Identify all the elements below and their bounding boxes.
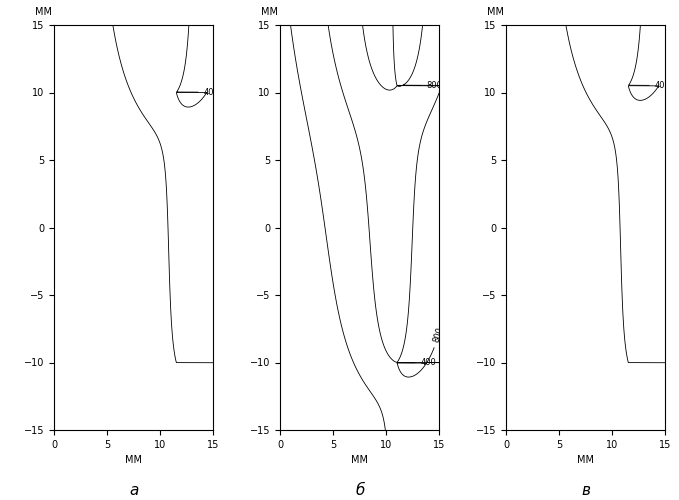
Text: 400: 400: [421, 358, 437, 368]
Text: в: в: [581, 482, 590, 498]
X-axis label: ММ: ММ: [577, 456, 594, 466]
Text: 800: 800: [432, 326, 445, 344]
Text: ММ: ММ: [488, 7, 504, 17]
Text: 800: 800: [426, 81, 443, 90]
X-axis label: ММ: ММ: [351, 456, 369, 466]
Text: 400: 400: [204, 88, 219, 96]
Text: ММ: ММ: [261, 7, 278, 17]
Text: 400: 400: [655, 81, 671, 90]
Text: а: а: [129, 482, 139, 498]
Text: б: б: [355, 482, 365, 498]
Text: ММ: ММ: [35, 7, 52, 17]
X-axis label: ММ: ММ: [126, 456, 143, 466]
